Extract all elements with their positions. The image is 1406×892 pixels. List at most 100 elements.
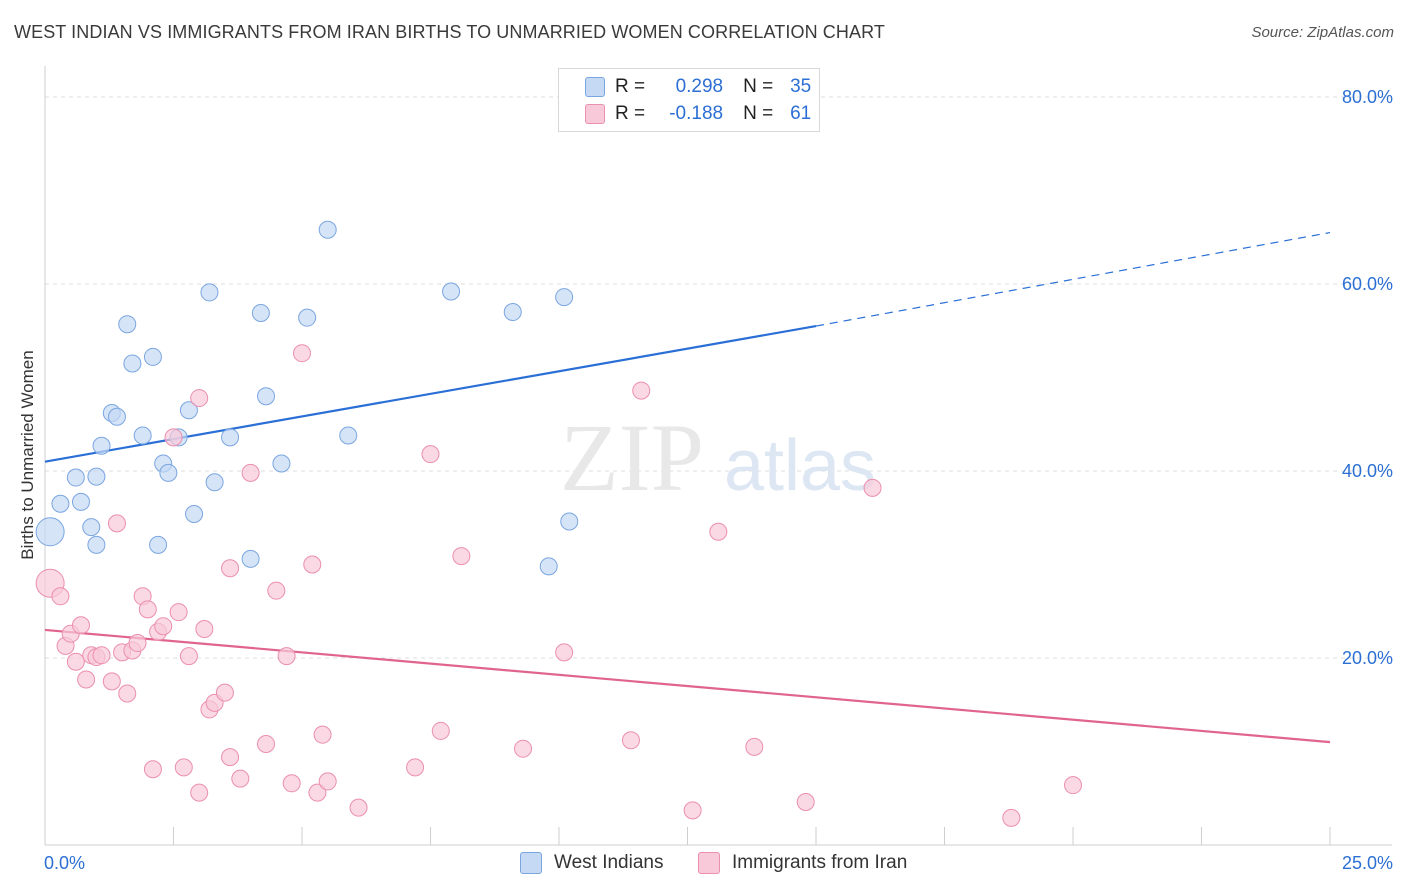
west-indians-point (241, 549, 260, 568)
x-tick-label: 25.0% (1342, 853, 1393, 873)
y-tick-label: 60.0% (1342, 274, 1393, 294)
west-indians-legend-label: West Indians (554, 852, 664, 873)
legend-row-west-indians: R = 0.298 N = 35 (585, 75, 811, 99)
y-tick-label: 80.0% (1342, 87, 1393, 107)
legend-n-label: N = (743, 103, 774, 124)
west-indians-point (71, 492, 90, 511)
west-indians-point (35, 517, 65, 547)
immigrants-iran-point (71, 616, 90, 635)
immigrants-iran-point (190, 389, 209, 408)
west-indians-point (179, 401, 198, 420)
legend-item-west-indians: West Indians (520, 852, 663, 874)
immigrants-iran-point (514, 739, 533, 758)
west-indians-point (51, 494, 70, 513)
immigrants-iran-point (138, 600, 157, 619)
immigrants-iran-point (421, 445, 440, 464)
immigrants-iran-point (745, 737, 764, 756)
west-indians-point (251, 303, 270, 322)
immigrants-iran-point (303, 555, 322, 574)
immigrants-iran-point (179, 647, 198, 666)
immigrants-iran-point (452, 547, 471, 566)
west-indians-point (205, 473, 224, 492)
immigrants-iran-trend-line (44, 628, 1331, 744)
west-indians-point (185, 505, 204, 524)
west-indians-point (442, 282, 461, 301)
legend-n-label: N = (743, 76, 774, 97)
correlation-legend: R = 0.298 N = 35 R = -0.188 N = 61 (558, 68, 820, 132)
west-indians-point (149, 535, 168, 554)
west-indians-point (318, 220, 337, 239)
immigrants-iran-point (241, 463, 260, 482)
immigrants-iran-point (215, 683, 234, 702)
west-indians-legend-swatch (520, 852, 542, 874)
west-indians-point (92, 436, 111, 455)
west-indians-trend-extension (815, 231, 1331, 327)
data-points (35, 220, 1082, 827)
immigrants-iran-point (406, 758, 425, 777)
immigrants-iran-point (293, 344, 311, 363)
immigrants-iran-point (1002, 808, 1021, 827)
immigrants-iran-point (154, 617, 173, 636)
immigrants-iran-point (169, 603, 188, 622)
watermark-zip: ZIP (560, 404, 704, 511)
immigrants-iran-point (92, 646, 111, 665)
west-indians-point (200, 283, 219, 302)
immigrants-iran-point (257, 735, 276, 754)
immigrants-iran-point (143, 760, 162, 779)
immigrants-iran-point (190, 783, 209, 802)
west-indians-point (555, 288, 574, 307)
grid-lines (45, 96, 1392, 659)
west-indians-point (221, 428, 240, 447)
west-indians-point (66, 468, 85, 487)
immigrants-iran-point (1064, 776, 1082, 795)
immigrants-iran-point (277, 647, 296, 666)
west-indians-point (82, 518, 101, 537)
immigrants-iran-swatch (585, 104, 605, 124)
immigrants-iran-point (282, 774, 301, 793)
immigrants-iran-point (66, 652, 85, 671)
west-indians-point (87, 535, 106, 554)
immigrants-iran-point (221, 559, 240, 578)
immigrants-iran-point (231, 769, 250, 788)
immigrants-iran-point (174, 758, 193, 777)
legend-r-label: R = (615, 76, 646, 97)
axes (44, 66, 1392, 846)
immigrants-iran-point (683, 801, 702, 820)
immigrants-iran-point (118, 684, 137, 703)
immigrants-iran-point (308, 783, 327, 802)
series-legend: West Indians Immigrants from Iran (0, 852, 1406, 878)
west-indians-point (159, 463, 178, 482)
legend-row-immigrants-iran: R = -0.188 N = 61 (585, 102, 811, 126)
y-tick-label: 20.0% (1342, 648, 1393, 668)
immigrants-iran-point (195, 620, 214, 639)
west-indians-point (298, 308, 317, 327)
immigrants-iran-point (164, 428, 183, 447)
legend-n-value: 61 (790, 103, 812, 124)
immigrants-iran-point (221, 748, 240, 767)
west-indians-point (123, 354, 142, 373)
legend-item-immigrants-iran: Immigrants from Iran (698, 852, 907, 874)
immigrants-iran-point (349, 798, 368, 817)
chart-title: WEST INDIAN VS IMMIGRANTS FROM IRAN BIRT… (14, 22, 885, 42)
west-indians-point (143, 347, 162, 366)
immigrants-iran-point (51, 587, 70, 606)
legend-r-value: -0.188 (669, 103, 724, 124)
source-credit: Source: ZipAtlas.com (1251, 24, 1394, 41)
west-indians-point (560, 512, 579, 531)
immigrants-iran-point (267, 581, 286, 600)
watermark-atlas: atlas (724, 426, 876, 506)
immigrants-iran-point (709, 522, 728, 541)
west-indians-point (257, 387, 276, 406)
west-indians-point (503, 303, 522, 322)
immigrants-iran-point (318, 772, 337, 791)
west-indians-point (339, 426, 358, 445)
immigrants-iran-legend-label: Immigrants from Iran (732, 852, 908, 873)
immigrants-iran-point (102, 672, 121, 691)
immigrants-iran-legend-swatch (698, 852, 720, 874)
immigrants-iran-point (107, 514, 126, 533)
immigrants-iran-point (77, 670, 96, 689)
immigrants-iran-point (863, 478, 882, 497)
immigrants-iran-point (431, 721, 450, 740)
immigrants-iran-point (796, 792, 815, 811)
immigrants-iran-point (632, 381, 651, 400)
